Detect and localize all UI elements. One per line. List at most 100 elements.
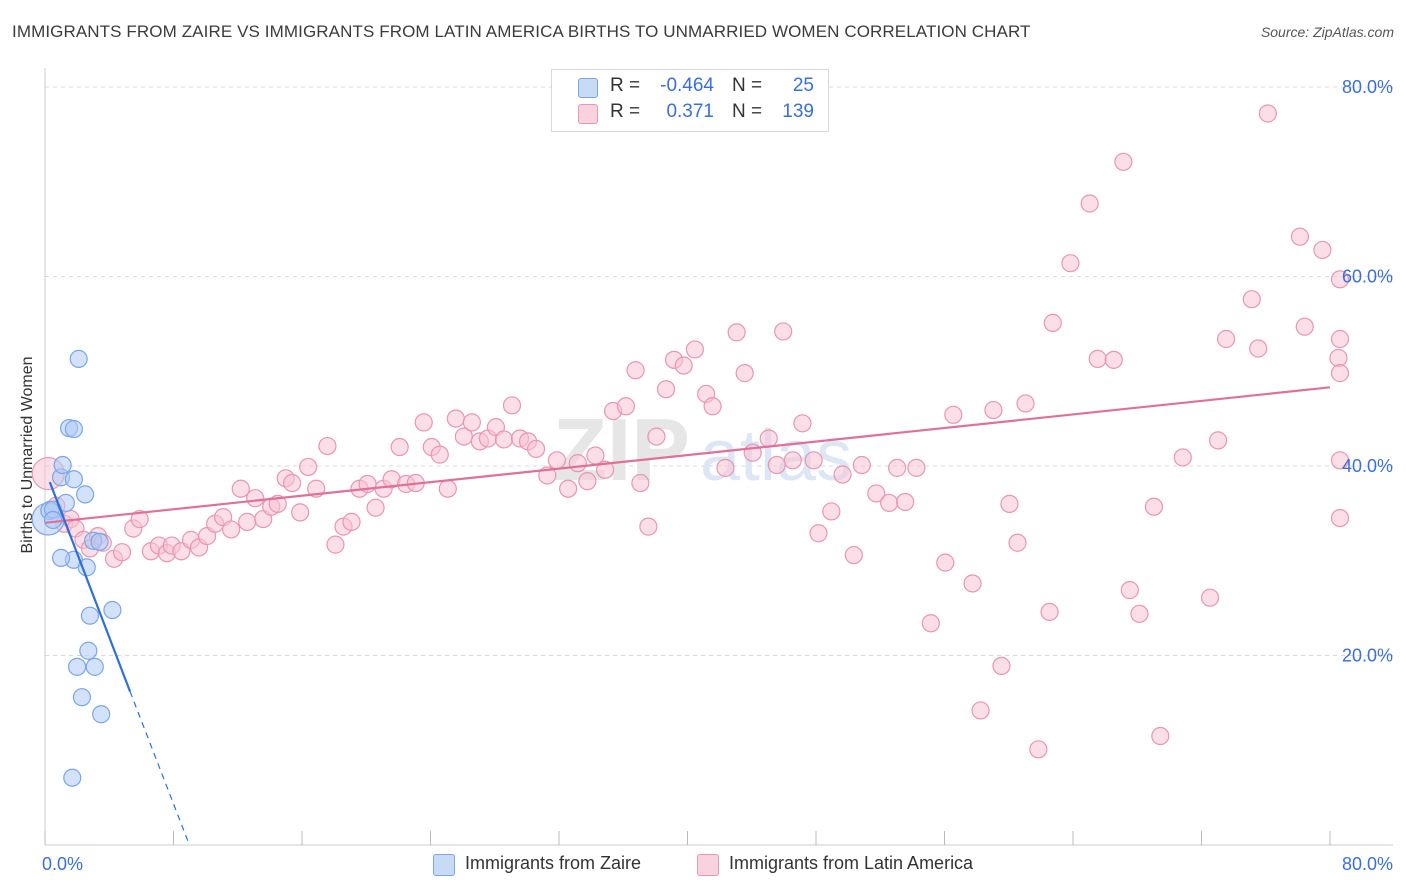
latin-america-point — [1330, 270, 1350, 289]
latin-america-point — [1120, 581, 1139, 600]
latin-america-point — [774, 322, 793, 341]
legend-label-zaire: Immigrants from Zaire — [465, 853, 642, 873]
zaire-point — [51, 548, 71, 567]
latin-america-point — [1144, 497, 1163, 516]
latin-america-point — [222, 520, 241, 539]
zaire-point — [90, 532, 109, 551]
zaire-point — [64, 419, 83, 439]
latin-america-point — [793, 414, 812, 433]
zaire-trend-line-extension — [129, 691, 190, 846]
legend-n-value: 25 — [792, 75, 814, 96]
legend-row-zaire: R = -0.464 N = 25 — [552, 74, 828, 100]
y-tick-label: 20.0% — [1342, 645, 1393, 665]
latin-america-point — [246, 489, 265, 508]
latin-america-trend-line — [44, 386, 1331, 524]
legend-r-label: R = — [610, 101, 641, 122]
latin-america-point — [852, 455, 871, 475]
latin-america-point — [1330, 364, 1350, 383]
latin-america-point — [626, 361, 645, 380]
latin-america-point — [822, 502, 841, 521]
latin-america-point — [568, 454, 587, 473]
latin-america-point — [430, 445, 449, 464]
latin-america-point — [1249, 339, 1268, 358]
latin-america-point — [1061, 254, 1080, 273]
latin-america-point — [992, 656, 1011, 676]
zaire-point — [67, 657, 87, 676]
latin-america-point — [578, 472, 597, 491]
zaire-point — [79, 641, 98, 660]
latin-america-point — [984, 400, 1003, 420]
legend-row-latin-america: R = 0.371 N = 139 — [552, 100, 828, 126]
latin-america-point — [1000, 494, 1019, 513]
latin-america-point — [1258, 104, 1277, 123]
latin-america-point — [291, 503, 310, 522]
latin-america-point — [1217, 329, 1236, 349]
legend-n-label: N = — [732, 75, 763, 96]
zaire-trend-line — [48, 481, 132, 692]
latin-america-point — [1200, 588, 1220, 607]
latin-america-point — [547, 451, 567, 470]
latin-america-point — [921, 614, 940, 633]
latin-america-point — [735, 364, 754, 383]
legend-swatch-zaire — [578, 78, 598, 98]
latin-america-point — [1130, 604, 1149, 623]
latin-america-point — [283, 473, 302, 493]
zaire-points — [31, 349, 122, 787]
latin-america-point — [963, 574, 982, 593]
latin-america-point — [1242, 290, 1261, 309]
legend-r-label: R = — [610, 75, 641, 96]
legend-r-value: 0.371 — [666, 101, 714, 122]
legend-label-latin-america: Immigrants from Latin America — [729, 853, 974, 873]
latin-america-point — [639, 517, 658, 536]
latin-america-point — [238, 512, 257, 531]
latin-america-point — [1080, 194, 1099, 213]
watermark-zip: ZIP — [553, 400, 690, 499]
zaire-point — [53, 455, 72, 475]
latin-america-point — [880, 493, 899, 513]
latin-america-point — [944, 405, 963, 424]
zaire-point — [76, 485, 95, 504]
latin-america-point — [1173, 448, 1192, 467]
latin-america-point — [462, 413, 481, 432]
latin-america-point — [631, 473, 650, 493]
zaire-point — [69, 349, 88, 369]
latin-america-point — [656, 380, 676, 399]
latin-america-point — [1043, 313, 1062, 332]
latin-america-point — [342, 512, 361, 531]
latin-america-point — [971, 701, 990, 720]
latin-america-point — [844, 545, 863, 565]
correlation-legend: R = -0.464 N = 25 R = 0.371 N = 139 — [551, 69, 829, 132]
latin-america-point — [809, 524, 828, 543]
latin-america-point — [446, 409, 465, 428]
latin-america-point — [318, 436, 337, 456]
zaire-point — [85, 657, 104, 676]
x-tick-label: 0.0% — [42, 854, 83, 874]
y-tick-label: 60.0% — [1342, 266, 1393, 286]
zaire-point — [43, 510, 63, 530]
latin-america-point — [1295, 317, 1314, 336]
zaire-point — [63, 768, 82, 787]
latin-america-point — [783, 451, 802, 470]
latin-america-point — [1313, 240, 1332, 260]
latin-america-point — [685, 340, 705, 359]
latin-america-point — [494, 430, 514, 449]
latin-america-point — [438, 479, 457, 498]
legend-swatch-latin-america — [697, 854, 719, 876]
legend-swatch-zaire — [433, 854, 455, 876]
trend-lines — [44, 386, 1331, 846]
latin-america-point — [502, 396, 522, 415]
latin-america-point — [647, 427, 666, 446]
latin-america-point — [1329, 348, 1348, 368]
latin-america-point — [1151, 726, 1170, 746]
latin-america-point — [833, 465, 852, 484]
legend-n-label: N = — [732, 101, 763, 122]
latin-america-point — [1104, 350, 1123, 369]
latin-america-points — [31, 104, 1350, 759]
grid-layer — [44, 68, 1393, 846]
latin-america-point — [1330, 508, 1350, 528]
zaire-point — [80, 606, 100, 625]
latin-america-point — [1008, 533, 1027, 552]
latin-america-point — [867, 484, 886, 503]
latin-america-point — [1330, 451, 1350, 470]
latin-america-point — [1029, 740, 1048, 759]
